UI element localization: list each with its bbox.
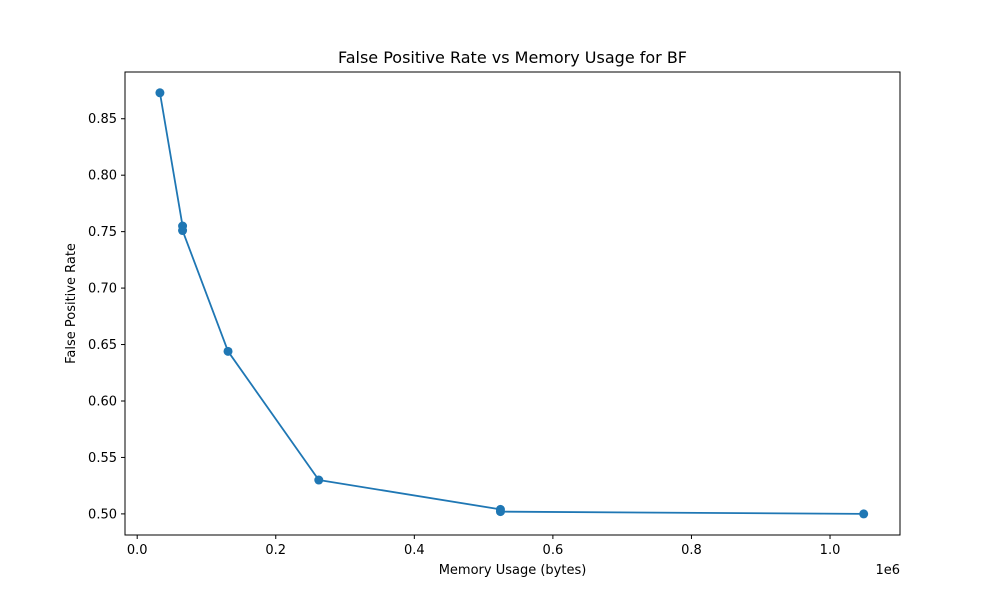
y-tick-label: 0.60: [88, 394, 117, 409]
plot-area-frame: [124, 71, 901, 536]
y-axis: 0.50 0.55 0.60 0.65 0.70 0.75 0.80 0.85: [88, 112, 125, 522]
y-tick-label: 0.70: [88, 282, 117, 297]
y-axis-label: False Positive Rate: [64, 243, 79, 364]
data-point-marker: [155, 88, 165, 98]
data-point-marker: [178, 226, 188, 236]
chart-title: False Positive Rate vs Memory Usage for …: [338, 48, 687, 67]
y-tick-label: 0.50: [88, 507, 117, 522]
x-tick-label: 1.0: [820, 543, 841, 558]
data-point-marker: [223, 346, 233, 356]
x-axis-offset-label: 1e6: [875, 563, 900, 578]
y-tick-label: 0.75: [88, 225, 117, 240]
x-tick-label: 0.2: [265, 543, 286, 558]
x-tick-label: 0.6: [543, 543, 564, 558]
data-point-marker: [495, 507, 505, 517]
x-axis: 0.0 0.2 0.4 0.6 0.8 1.0: [127, 535, 841, 558]
x-tick-label: 0.0: [127, 543, 148, 558]
data-point-marker: [314, 475, 324, 485]
x-axis-label: Memory Usage (bytes): [439, 563, 587, 578]
x-tick-label: 0.4: [404, 543, 425, 558]
data-point-marker: [859, 509, 869, 519]
y-tick-label: 0.65: [88, 338, 117, 353]
plot-layer: [155, 88, 869, 519]
x-tick-label: 0.8: [681, 543, 702, 558]
y-tick-label: 0.55: [88, 451, 117, 466]
y-tick-label: 0.85: [88, 112, 117, 127]
y-tick-label: 0.80: [88, 169, 117, 184]
